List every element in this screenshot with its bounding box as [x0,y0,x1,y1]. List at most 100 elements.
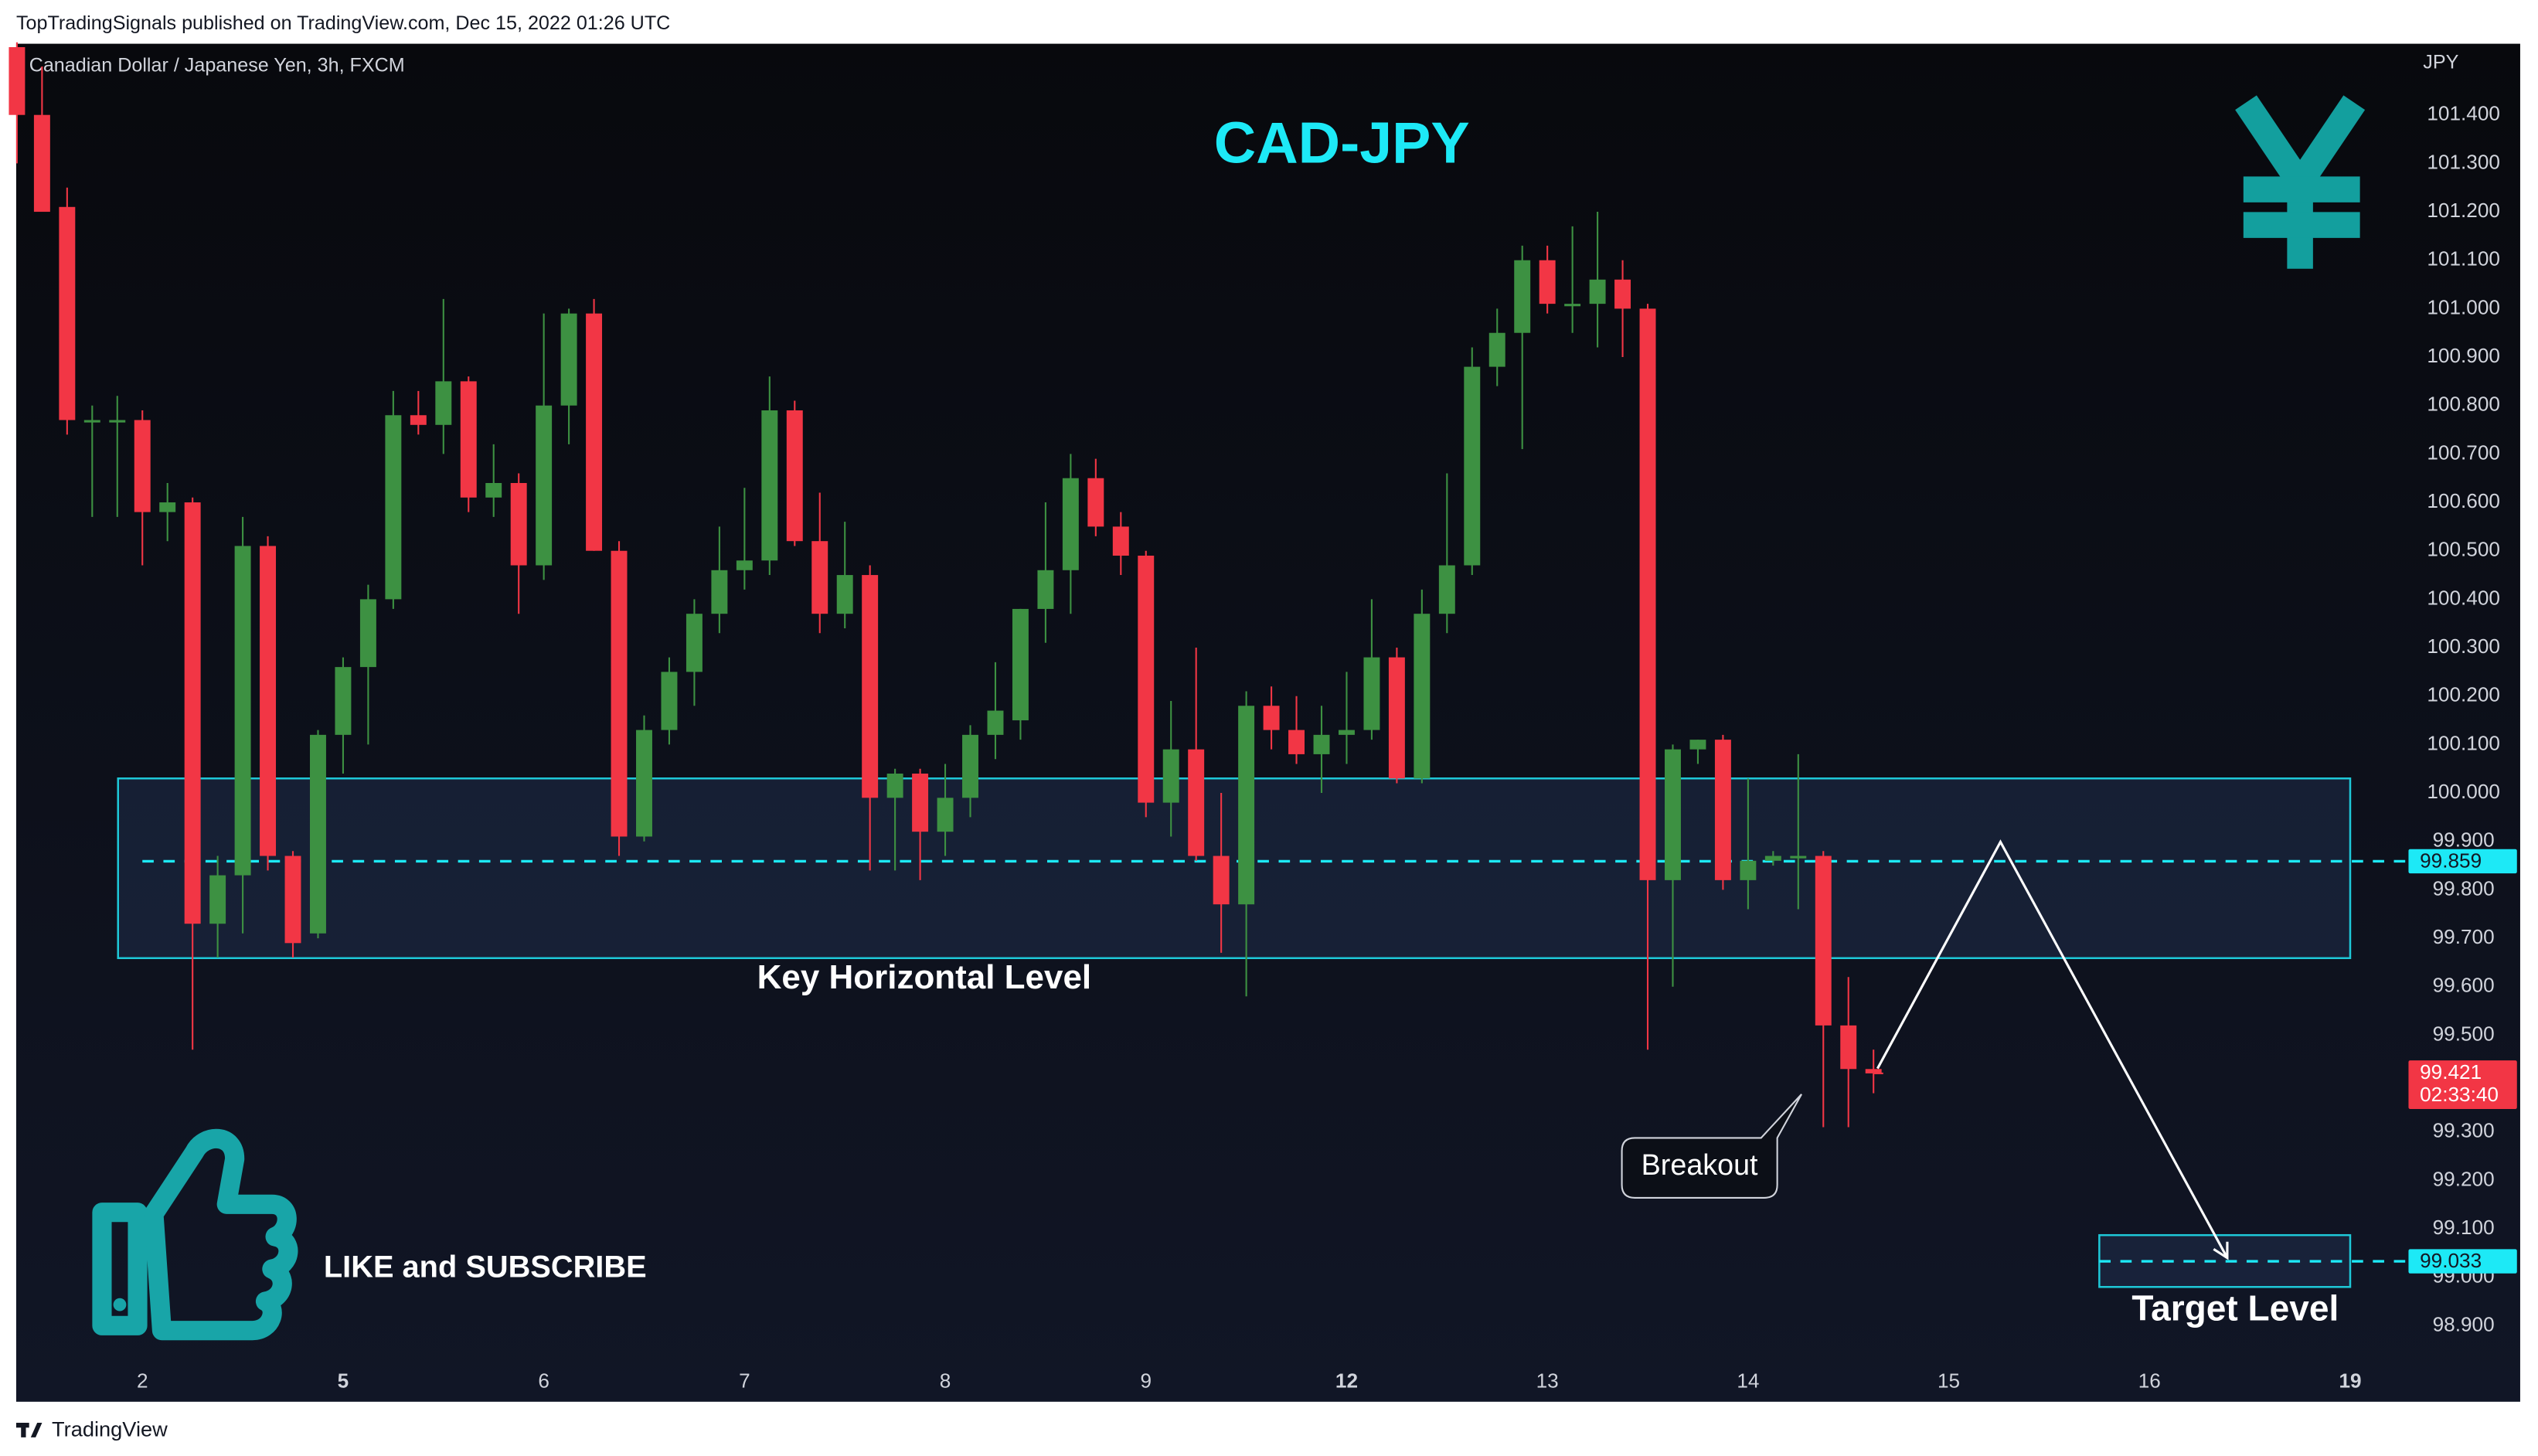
candle-body [1162,749,1179,803]
y-tick-label: 100.100 [2427,731,2500,754]
candle-body [836,575,853,614]
candle-body [1188,749,1205,856]
level-price-label: 99.859 [2420,849,2482,872]
candle-body [1062,478,1079,570]
footer: TradingView [52,1417,168,1441]
candle-body [1388,657,1405,779]
candle-body [1138,555,1155,803]
symbol-label: Canadian Dollar / Japanese Yen, 3h, FXCM [29,55,405,77]
x-tick-label: 9 [1140,1369,1152,1393]
y-axis-label: JPY [2423,51,2458,73]
y-tick-label: 100.700 [2427,441,2500,464]
footer-logo [15,1423,43,1437]
like-subscribe: LIKE and SUBSCRIBE [324,1250,647,1284]
candle-body [1112,526,1129,556]
candle-body [335,667,352,735]
candle-body [560,313,577,406]
x-tick-label: 7 [739,1369,750,1393]
candle-body [1639,308,1656,880]
candle-body [1564,304,1581,307]
candle-body [1263,706,1280,730]
y-tick-label: 100.400 [2427,586,2500,609]
candle-body [234,546,251,876]
candle-body [586,313,603,551]
zone-label: Target Level [2131,1288,2339,1328]
candle-body [611,550,628,837]
x-tick-label: 5 [338,1369,349,1393]
zone [2098,1233,2352,1288]
y-tick-label: 99.300 [2433,1119,2495,1142]
candle-body [1764,856,1781,861]
candle-body [661,672,678,730]
candle-body [711,570,728,614]
candle-body [385,415,402,600]
candle-body [1840,1025,1857,1070]
y-tick-label: 100.000 [2427,780,2500,803]
x-tick-label: 13 [1536,1369,1559,1393]
candle-body [260,546,277,856]
y-tick-label: 101.000 [2427,295,2500,318]
candle-body [83,420,100,423]
candle-body [284,856,301,944]
candle-body [159,502,176,512]
y-tick-label: 98.900 [2433,1312,2495,1335]
candle-body [359,599,376,668]
zone-label: Key Horizontal Level [757,958,1091,996]
candle-body [1313,734,1330,754]
header: TopTradingSignals published on TradingVi… [16,12,670,34]
candle-body [1037,570,1054,609]
candle-body [962,734,978,798]
candle-body [1589,279,1606,304]
candle-body [1288,730,1305,754]
candle-body [1464,366,1481,566]
y-tick-label: 101.200 [2427,199,2500,222]
y-tick-label: 100.200 [2427,683,2500,706]
y-tick-label: 99.700 [2433,925,2495,948]
level-price-label: 99.033 [2420,1249,2482,1272]
x-tick-label: 12 [1335,1369,1358,1393]
candle-body [435,381,452,425]
candle-body [1815,856,1832,1026]
y-tick-label: 100.900 [2427,344,2500,367]
y-tick-label: 99.200 [2433,1167,2495,1190]
candle-body [1238,706,1255,905]
y-tick-label: 101.300 [2427,150,2500,173]
candle-body [811,541,828,614]
y-tick-label: 99.600 [2433,974,2495,997]
candle-body [1363,657,1380,730]
x-tick-label: 14 [1737,1369,1759,1393]
y-tick-label: 100.800 [2427,393,2500,416]
thumbs-up-icon [92,1128,298,1341]
candle-body [1338,730,1355,735]
candle-body [1714,740,1731,880]
candle-body [310,734,326,934]
candle-body [1665,749,1681,880]
candle-body [1012,608,1029,721]
candle-body [686,614,703,672]
y-tick-label: 101.400 [2427,102,2500,125]
candle-body [1213,856,1230,905]
candle-body [1539,260,1556,304]
candle-body [937,798,954,832]
yen-icon [2235,95,2366,269]
y-tick-label: 99.900 [2433,828,2495,852]
last-price-box [2408,1060,2517,1109]
candle-body [912,773,929,832]
x-tick-label: 6 [538,1369,549,1393]
candle-body [1689,740,1706,750]
candle-body [536,405,553,566]
candle-body [184,502,201,924]
candle-body [886,773,903,798]
projection-arrowhead [2213,1241,2229,1260]
candle-body [1514,260,1531,333]
x-tick-label: 2 [137,1369,148,1393]
candle-body [1438,565,1455,614]
candle-body [1488,332,1505,367]
candle-body [761,410,778,561]
y-tick-label: 101.100 [2427,247,2500,270]
candle-body [736,560,753,570]
candle-body [134,420,151,512]
candle-body [987,710,1004,735]
zone [117,777,2352,960]
